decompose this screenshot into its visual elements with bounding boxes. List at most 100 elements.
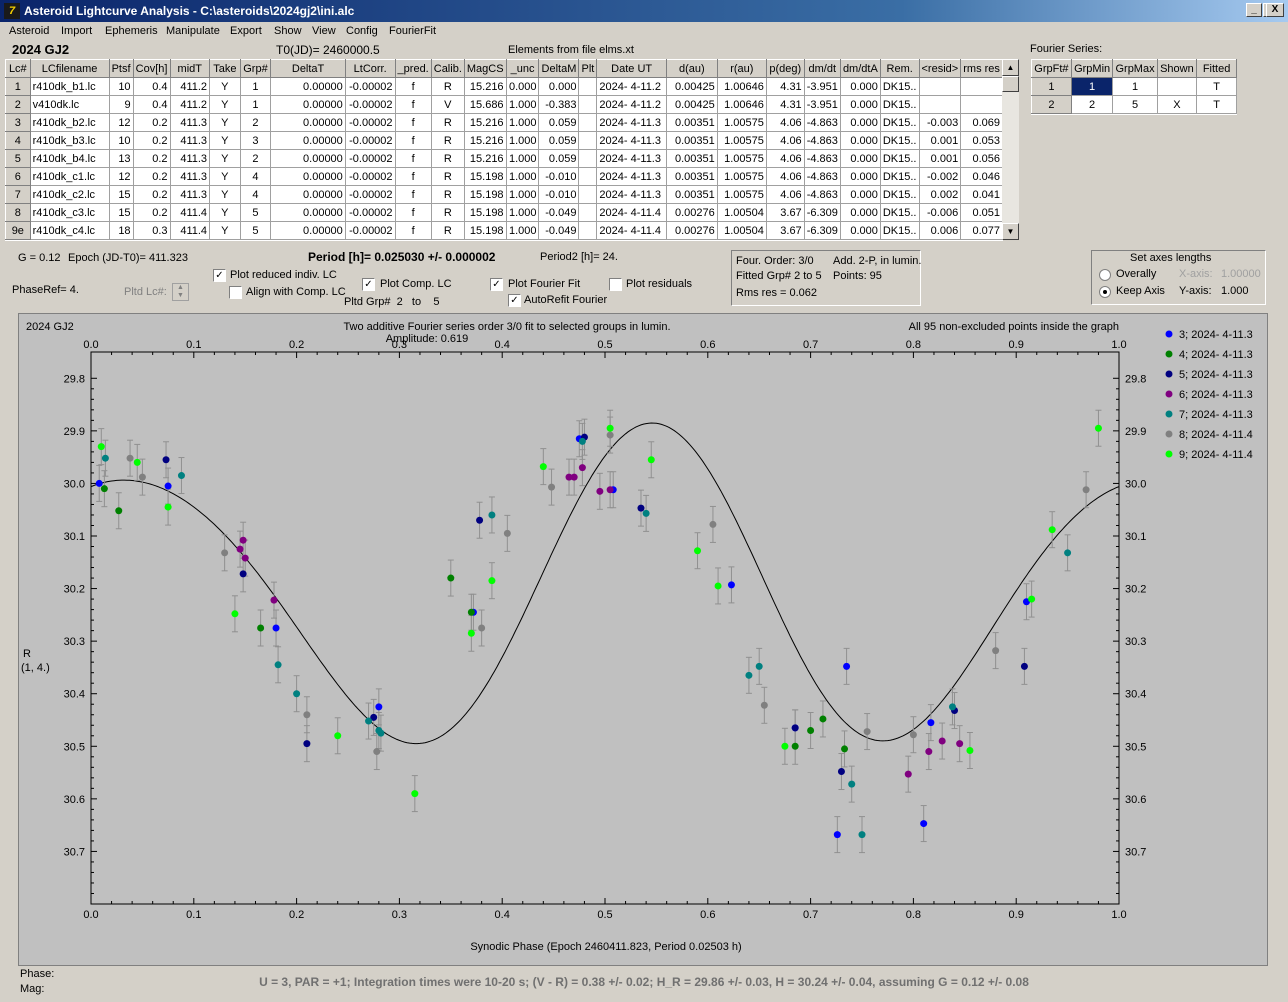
lc-cell[interactable]: 1.00646 <box>716 95 767 114</box>
lc-row-header[interactable]: 8 <box>5 203 31 222</box>
lc-cell[interactable]: r410dk_c2.lc <box>29 185 110 204</box>
plot-comp-checkbox[interactable]: ✓ <box>362 278 375 291</box>
lc-cell[interactable]: 0.00276 <box>665 221 718 240</box>
x-axis-value[interactable]: 1.00000 <box>1221 268 1261 280</box>
lc-cell[interactable]: 3.67 <box>765 221 805 240</box>
lc-cell[interactable]: Y <box>209 95 241 114</box>
lc-cell[interactable]: 0.000 <box>839 185 881 204</box>
lc-cell[interactable] <box>918 95 962 114</box>
lc-cell[interactable]: 0.00351 <box>665 131 718 150</box>
lc-table-row[interactable]: 6 r410dk_c1.lc 12 0.2 411.3 Y 4 0.00000 -0.00002… <box>5 167 1003 186</box>
lc-cell[interactable]: -0.00002 <box>344 131 396 150</box>
lc-cell[interactable]: 411.2 <box>169 95 211 114</box>
lc-cell[interactable]: 0.2 <box>132 131 171 150</box>
lc-cell[interactable] <box>578 167 598 186</box>
lc-cell[interactable]: 0.00000 <box>270 95 346 114</box>
lc-cell[interactable]: r410dk_c1.lc <box>29 167 110 186</box>
lc-cell[interactable]: R <box>430 185 465 204</box>
lc-cell[interactable]: 0.00000 <box>270 131 346 150</box>
lc-cell[interactable]: 15.198 <box>463 203 507 222</box>
lc-cell[interactable]: -0.00002 <box>344 221 396 240</box>
lc-cell[interactable]: 5 <box>239 203 272 222</box>
lc-column-header[interactable]: Lc# <box>5 59 31 78</box>
fourier-cell[interactable]: 1 <box>1070 77 1114 96</box>
lc-cell[interactable]: 0.00000 <box>270 185 346 204</box>
menu-fourierfit[interactable]: FourierFit <box>389 25 437 37</box>
lc-cell[interactable]: -0.049 <box>538 221 580 240</box>
lc-cell[interactable]: 2024- 4-11.3 <box>596 149 667 168</box>
lc-cell[interactable]: f <box>394 185 432 204</box>
lc-column-header[interactable]: Calib. <box>430 59 465 78</box>
lc-cell[interactable]: -0.00002 <box>344 95 396 114</box>
lc-cell[interactable]: 0.077 <box>960 221 1003 240</box>
lc-cell[interactable]: 1.00575 <box>716 185 767 204</box>
lc-cell[interactable]: Y <box>209 203 241 222</box>
lc-column-header[interactable]: Date UT <box>596 59 667 78</box>
lc-cell[interactable]: 0.00351 <box>665 113 718 132</box>
lc-row-header[interactable]: 3 <box>5 113 31 132</box>
lc-cell[interactable]: r410dk_b3.lc <box>29 131 110 150</box>
lc-cell[interactable]: 18 <box>108 221 134 240</box>
lc-table-row[interactable]: 8 r410dk_c3.lc 15 0.2 411.4 Y 5 0.00000 -0.00002… <box>5 203 1003 222</box>
fourier-cell[interactable]: T <box>1196 95 1237 114</box>
lc-table-row[interactable]: 7 r410dk_c2.lc 15 0.2 411.3 Y 4 0.00000 -0.00002… <box>5 185 1003 204</box>
lc-column-header[interactable]: Cov[h] <box>132 59 171 78</box>
lc-cell[interactable]: 0.00000 <box>270 113 346 132</box>
fourier-column-header[interactable]: GrpMax <box>1112 59 1158 78</box>
lc-cell[interactable]: 4.06 <box>765 149 805 168</box>
lc-cell[interactable]: 4.06 <box>765 131 805 150</box>
plot-fourier-checkbox[interactable]: ✓ <box>490 278 503 291</box>
lc-cell[interactable]: 0.2 <box>132 203 171 222</box>
lc-column-header[interactable]: dm/dtA <box>839 59 881 78</box>
lc-column-header[interactable]: Grp# <box>239 59 272 78</box>
lc-cell[interactable]: 0.059 <box>538 131 580 150</box>
lc-cell[interactable]: 15.216 <box>463 131 507 150</box>
lc-cell[interactable]: 4 <box>239 185 272 204</box>
lc-cell[interactable]: 0.00000 <box>270 221 346 240</box>
lc-cell[interactable] <box>578 149 598 168</box>
lc-row-header[interactable]: 9e <box>5 221 31 240</box>
fourier-column-header[interactable]: GrpMin <box>1070 59 1114 78</box>
lc-cell[interactable] <box>578 77 598 96</box>
lc-cell[interactable]: -0.002 <box>918 167 962 186</box>
lc-cell[interactable]: 4.06 <box>765 185 805 204</box>
lc-cell[interactable]: 15.686 <box>463 95 507 114</box>
lc-cell[interactable]: 2024- 4-11.3 <box>596 131 667 150</box>
lc-cell[interactable]: 10 <box>108 77 134 96</box>
lc-cell[interactable]: 2024- 4-11.3 <box>596 167 667 186</box>
fourier-cell[interactable]: T <box>1196 77 1237 96</box>
lc-cell[interactable]: 2024- 4-11.2 <box>596 77 667 96</box>
lc-cell[interactable]: DK15.. <box>879 221 920 240</box>
lc-cell[interactable]: 0.000 <box>839 221 881 240</box>
lc-cell[interactable]: -4.863 <box>803 185 841 204</box>
lc-cell[interactable]: Y <box>209 131 241 150</box>
lc-cell[interactable]: 0.000 <box>839 77 881 96</box>
lc-cell[interactable]: 15.198 <box>463 185 507 204</box>
lc-cell[interactable]: 0.00276 <box>665 203 718 222</box>
lc-cell[interactable]: -0.00002 <box>344 77 396 96</box>
fourier-column-header[interactable]: GrpFt# <box>1031 59 1072 78</box>
lc-cell[interactable]: DK15.. <box>879 203 920 222</box>
lc-row-header[interactable]: 7 <box>5 185 31 204</box>
lc-cell[interactable]: 411.3 <box>169 113 211 132</box>
lc-column-header[interactable]: LCfilename <box>29 59 110 78</box>
lc-cell[interactable]: 1 <box>239 95 272 114</box>
fourier-cell[interactable] <box>1156 77 1198 96</box>
lc-table-row[interactable]: 9e r410dk_c4.lc 18 0.3 411.4 Y 5 0.00000 -0.0000… <box>5 221 1003 240</box>
lc-cell[interactable]: f <box>394 95 432 114</box>
plot-reduced-checkbox[interactable]: ✓ <box>213 269 226 282</box>
lc-cell[interactable]: r410dk_b4.lc <box>29 149 110 168</box>
lc-cell[interactable]: -3.951 <box>803 77 841 96</box>
lc-cell[interactable] <box>578 221 598 240</box>
lc-cell[interactable]: 0.001 <box>918 149 962 168</box>
lc-cell[interactable]: DK15.. <box>879 77 920 96</box>
lc-cell[interactable]: R <box>430 149 465 168</box>
lc-table-row[interactable]: 3 r410dk_b2.lc 12 0.2 411.3 Y 2 0.00000 -0.00002… <box>5 113 1003 132</box>
lc-cell[interactable]: 12 <box>108 113 134 132</box>
lc-cell[interactable]: R <box>430 203 465 222</box>
lc-cell[interactable]: 15 <box>108 185 134 204</box>
lc-column-header[interactable]: Rem. <box>879 59 920 78</box>
lc-cell[interactable]: 15.198 <box>463 167 507 186</box>
